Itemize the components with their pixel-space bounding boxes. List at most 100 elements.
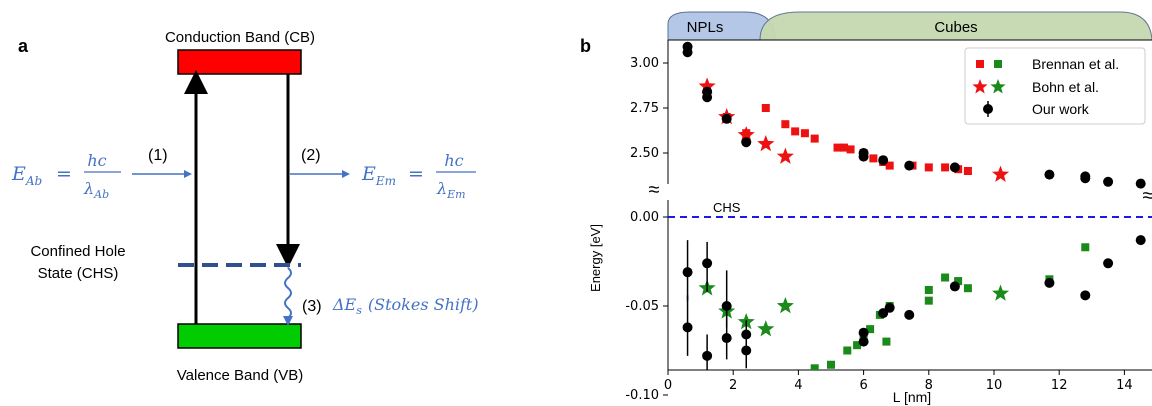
data-point-circle bbox=[702, 92, 713, 103]
data-point-star bbox=[698, 77, 716, 94]
stokes-wave bbox=[284, 267, 292, 319]
data-point-square bbox=[954, 277, 963, 286]
data-point-circle bbox=[1103, 258, 1114, 269]
cubes-region-label: Cubes bbox=[934, 19, 977, 36]
x-tick-label: 14 bbox=[1116, 378, 1133, 393]
data-point-star bbox=[776, 297, 794, 314]
legend-box bbox=[964, 47, 1146, 125]
chs-label-line2: State (CHS) bbox=[38, 265, 119, 282]
y-ticks-upper: 2.50 2.75 3.00 bbox=[630, 56, 668, 161]
data-point-square bbox=[869, 154, 878, 163]
vb-label: Valence Band (VB) bbox=[177, 367, 303, 384]
data-point-circle bbox=[1135, 235, 1146, 246]
data-point-square bbox=[866, 325, 875, 334]
data-point-circle bbox=[878, 155, 889, 166]
data-point-star bbox=[757, 135, 775, 152]
data-point-square bbox=[810, 364, 819, 370]
svg-text:ΔEs(Stokes Shift): ΔEs (Stokes Shift) bbox=[332, 295, 479, 317]
data-point-circle bbox=[741, 345, 752, 356]
upper-axes-frame bbox=[667, 39, 1152, 184]
y-tick-label: -0.10 bbox=[625, 388, 659, 403]
svg-text:=: = bbox=[408, 163, 424, 185]
data-point-circle bbox=[721, 113, 732, 124]
legend-bohn-red-marker bbox=[972, 79, 988, 94]
step1-label: (1) bbox=[148, 147, 168, 164]
data-point-circle bbox=[1103, 176, 1114, 187]
data-point-star bbox=[757, 320, 775, 337]
x-axis-label: L [nm] bbox=[893, 389, 931, 405]
data-point-square bbox=[800, 129, 809, 138]
stokes-arrowhead bbox=[283, 316, 293, 326]
data-point-square bbox=[846, 145, 855, 154]
data-point-star bbox=[776, 147, 794, 164]
data-point-square bbox=[833, 143, 842, 152]
data-point-square bbox=[885, 161, 894, 170]
e-ab-formula: EAb = hc λAb bbox=[11, 151, 121, 201]
data-point-star bbox=[737, 126, 755, 143]
data-point-star bbox=[992, 284, 1010, 301]
conduction-band-box bbox=[177, 49, 302, 75]
panel-b-letter: b bbox=[580, 36, 591, 56]
axis-break-left: ≈ bbox=[649, 179, 660, 201]
data-point-circle bbox=[858, 336, 869, 347]
data-point-circle bbox=[721, 333, 732, 344]
svg-text:λAb: λAb bbox=[83, 179, 109, 201]
data-point-circle bbox=[904, 309, 915, 320]
cubes-region-tab bbox=[759, 11, 1152, 41]
y-tick-label: 3.00 bbox=[630, 56, 659, 71]
e-em-formula: EEm = hc λEm bbox=[361, 151, 476, 201]
x-tick-label: 10 bbox=[986, 378, 1003, 393]
data-point-circle bbox=[682, 267, 693, 278]
panel-a-letter: a bbox=[18, 36, 29, 56]
data-point-circle bbox=[904, 160, 915, 171]
stokes-shift-expression: ΔEs (Stokes Shift) bbox=[332, 295, 479, 317]
data-point-square bbox=[924, 163, 933, 172]
data-point-circle bbox=[884, 302, 895, 313]
x-tick-label: 12 bbox=[1051, 378, 1068, 393]
data-point-star bbox=[992, 165, 1010, 182]
data-point-square bbox=[853, 341, 862, 350]
data-point-circle bbox=[1044, 277, 1055, 288]
panel-a: a Conduction Band (CB) Valence Band (VB)… bbox=[11, 29, 479, 384]
data-point-circle bbox=[949, 162, 960, 173]
panel-b: b NPLs Cubes ≈ ≈ CHS 0 2 4 6 8 10 12 14 2.50 2.7… bbox=[580, 11, 1152, 405]
svg-text:hc: hc bbox=[87, 151, 106, 170]
lower-axes-frame bbox=[667, 200, 1152, 371]
x-tick-label: 0 bbox=[664, 378, 672, 393]
legend-ours-label: Our work bbox=[1032, 101, 1090, 117]
svg-text:λEm: λEm bbox=[436, 179, 466, 201]
x-tick-label: 8 bbox=[925, 378, 933, 393]
x-tick-label: 2 bbox=[729, 378, 737, 393]
svg-text:hc: hc bbox=[444, 151, 463, 170]
data-point-square bbox=[761, 104, 770, 112]
svg-text:EEm: EEm bbox=[361, 163, 396, 188]
y-tick-label: -0.05 bbox=[625, 299, 659, 314]
y-tick-label: 2.75 bbox=[630, 101, 659, 116]
data-point-square bbox=[810, 134, 819, 143]
legend-brennan-red-marker bbox=[976, 60, 984, 68]
stokes-delta: ΔE bbox=[332, 295, 357, 314]
data-point-square bbox=[791, 127, 800, 136]
legend-brennan-label: Brennan et al. bbox=[1032, 56, 1119, 72]
svg-text:=: = bbox=[56, 163, 72, 185]
data-point-circle bbox=[682, 47, 693, 58]
chs-label-line1: Confined Hole bbox=[30, 243, 125, 260]
data-point-square bbox=[1081, 243, 1090, 252]
data-point-square bbox=[843, 346, 852, 355]
data-point-square bbox=[840, 143, 849, 152]
data-point-circle bbox=[1080, 173, 1091, 184]
data-point-circle bbox=[1080, 290, 1091, 301]
chs-plot-label: CHS bbox=[713, 200, 741, 215]
x-tick-label: 6 bbox=[859, 378, 867, 393]
legend-bohn-label: Bohn et al. bbox=[1032, 79, 1099, 95]
data-point-square bbox=[941, 273, 950, 282]
data-point-circle bbox=[949, 281, 960, 292]
data-point-square bbox=[827, 360, 835, 369]
data-point-square bbox=[924, 296, 933, 305]
data-marks bbox=[682, 41, 1146, 370]
data-point-circle bbox=[741, 137, 752, 148]
legend-ours-marker bbox=[983, 104, 993, 114]
data-point-circle bbox=[741, 329, 752, 340]
step2-label: (2) bbox=[301, 147, 321, 164]
